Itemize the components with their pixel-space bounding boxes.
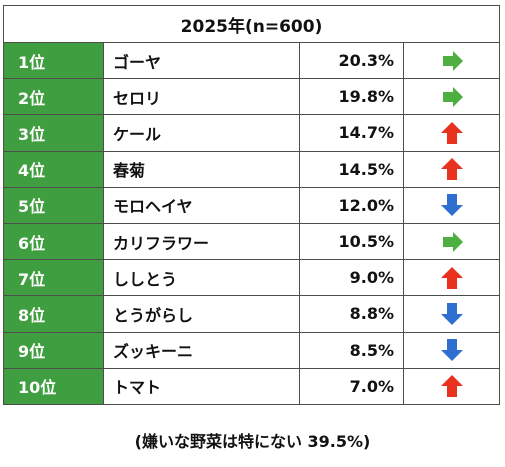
table-row: 10位 トマト 7.0% — [3, 367, 500, 405]
arrow-right-icon — [442, 231, 463, 252]
rank-cell: 6位 — [3, 222, 104, 261]
trend-cell — [403, 114, 500, 152]
arrow-up-icon — [440, 266, 463, 289]
vegetable-name: ズッキーニ — [103, 331, 300, 369]
percentage-value: 19.8% — [299, 78, 404, 116]
trend-cell — [403, 150, 500, 188]
table-title: 2025年(n=600) — [3, 5, 500, 43]
percentage-value: 8.8% — [299, 295, 404, 333]
percentage-value: 9.0% — [299, 259, 404, 297]
arrow-up-icon — [440, 158, 463, 181]
table-row: 1位 ゴーヤ 20.3% — [3, 41, 500, 80]
vegetable-name: モロヘイヤ — [103, 186, 300, 224]
vegetable-name: セロリ — [103, 78, 300, 116]
table-row: 4位 春菊 14.5% — [3, 150, 500, 188]
rank-cell: 10位 — [3, 367, 104, 405]
trend-cell — [403, 186, 500, 224]
vegetable-name: 春菊 — [103, 150, 300, 188]
trend-cell — [403, 78, 500, 116]
table-row: 6位 カリフラワー 10.5% — [3, 222, 500, 261]
rank-cell: 8位 — [3, 295, 104, 333]
trend-cell — [403, 331, 500, 369]
table-row: 5位 モロヘイヤ 12.0% — [3, 186, 500, 224]
ranking-table: 2025年(n=600) 1位 ゴーヤ 20.3% 2位 セロリ 19.8% 3位 ケール 14… — [3, 5, 500, 405]
trend-cell — [403, 41, 500, 80]
percentage-value: 14.7% — [299, 114, 404, 152]
trend-cell — [403, 295, 500, 333]
rank-cell: 2位 — [3, 78, 104, 116]
vegetable-name: トマト — [103, 367, 300, 405]
footer-note: (嫌いな野菜は特にない 39.5%) — [134, 432, 371, 451]
arrow-down-icon — [440, 302, 463, 325]
arrow-down-icon — [440, 339, 463, 362]
rank-cell: 7位 — [3, 259, 104, 297]
percentage-value: 8.5% — [299, 331, 404, 369]
percentage-value: 20.3% — [299, 41, 404, 80]
arrow-right-icon — [442, 50, 463, 71]
trend-cell — [403, 259, 500, 297]
percentage-value: 14.5% — [299, 150, 404, 188]
ranking-rows: 1位 ゴーヤ 20.3% 2位 セロリ 19.8% 3位 ケール 14.7% 4位 春菊 14.5% 5… — [3, 41, 500, 405]
vegetable-name: とうがらし — [103, 295, 300, 333]
rank-cell: 4位 — [3, 150, 104, 188]
table-row: 2位 セロリ 19.8% — [3, 78, 500, 116]
vegetable-name: ケール — [103, 114, 300, 152]
table-row: 3位 ケール 14.7% — [3, 114, 500, 152]
trend-cell — [403, 222, 500, 261]
vegetable-name: カリフラワー — [103, 222, 300, 261]
arrow-down-icon — [440, 194, 463, 217]
trend-cell — [403, 367, 500, 405]
title-row: 2025年(n=600) — [3, 5, 500, 43]
rank-cell: 9位 — [3, 331, 104, 369]
percentage-value: 12.0% — [299, 186, 404, 224]
table-row: 7位 ししとう 9.0% — [3, 259, 500, 297]
table-row: 8位 とうがらし 8.8% — [3, 295, 500, 333]
percentage-value: 10.5% — [299, 222, 404, 261]
arrow-up-icon — [440, 375, 463, 398]
arrow-up-icon — [440, 121, 463, 144]
vegetable-name: ゴーヤ — [103, 41, 300, 80]
rank-cell: 1位 — [3, 41, 104, 80]
table-row: 9位 ズッキーニ 8.5% — [3, 331, 500, 369]
vegetable-name: ししとう — [103, 259, 300, 297]
arrow-right-icon — [442, 86, 463, 107]
rank-cell: 5位 — [3, 186, 104, 224]
rank-cell: 3位 — [3, 114, 104, 152]
percentage-value: 7.0% — [299, 367, 404, 405]
